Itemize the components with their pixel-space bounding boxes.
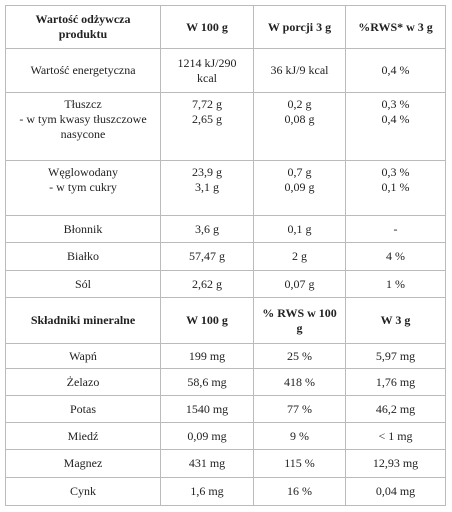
table-row: Miedź 0,09 mg 9 % < 1 mg xyxy=(5,422,446,450)
table-row: Wapń 199 mg 25 % 5,97 mg xyxy=(5,343,446,369)
cell-lines: 0,2 g 0,08 g xyxy=(260,97,339,157)
table-cell: %RWS* w 3 g xyxy=(345,5,446,49)
table-cell: 1,76 mg xyxy=(345,368,446,396)
table-cell: 0,3 % 0,4 % xyxy=(345,92,446,161)
table-cell: 0,07 g xyxy=(253,270,346,298)
table-cell: 25 % xyxy=(253,343,346,369)
table-cell: Wartość odżywcza produktu xyxy=(5,5,161,49)
table-cell: 1540 mg xyxy=(160,395,254,423)
cell-lines: 0,3 % 0,1 % xyxy=(352,165,439,212)
cell-line: 0,4 % xyxy=(381,111,410,126)
table-cell: 0,09 mg xyxy=(160,422,254,450)
table-cell: 5,97 mg xyxy=(345,343,446,369)
table-cell: - xyxy=(345,215,446,243)
table-cell: 9 % xyxy=(253,422,346,450)
table-cell: Miedź xyxy=(5,422,161,450)
table-cell: Tłuszcz - w tym kwasy tłuszczowe nasycone xyxy=(5,92,161,161)
table-row: Cynk 1,6 mg 16 % 0,04 mg xyxy=(5,477,446,506)
table-row: Węglowodany - w tym cukry 23,9 g 3,1 g 0,7 g… xyxy=(5,160,446,216)
table-row: Wartość energetyczna 1214 kJ/290 kcal 36 k… xyxy=(5,48,446,93)
cell-line: 0,3 % xyxy=(381,164,410,179)
table-cell: Magnez xyxy=(5,449,161,478)
table-cell: 7,72 g 2,65 g xyxy=(160,92,254,161)
table-cell: Wartość energetyczna xyxy=(5,48,161,93)
table-cell: 431 mg xyxy=(160,449,254,478)
cell-line: 7,72 g xyxy=(192,96,222,111)
table-cell: < 1 mg xyxy=(345,422,446,450)
cell-line: 0,1 % xyxy=(381,179,410,194)
cell-line: Tłuszcz xyxy=(64,96,102,111)
table-row: Błonnik 3,6 g 0,1 g- xyxy=(5,215,446,243)
table-cell: 0,04 mg xyxy=(345,477,446,506)
table-cell: 0,4 % xyxy=(345,48,446,93)
cell-lines: Węglowodany - w tym cukry xyxy=(12,165,154,212)
table-cell: 1,6 mg xyxy=(160,477,254,506)
table-cell: 36 kJ/9 kcal xyxy=(253,48,346,93)
table-cell: W 100 g xyxy=(160,5,254,49)
table-cell: Wapń xyxy=(5,343,161,369)
cell-line: - w tym cukry xyxy=(49,179,117,194)
cell-lines: 0,3 % 0,4 % xyxy=(352,97,439,157)
cell-line: 0,7 g xyxy=(287,164,312,179)
cell-line: 3,1 g xyxy=(195,179,219,194)
cell-line: 0,3 % xyxy=(381,96,410,111)
table-cell: Żelazo xyxy=(5,368,161,396)
table-cell: 16 % xyxy=(253,477,346,506)
table-cell: 57,47 g xyxy=(160,242,254,271)
table-cell: 2,62 g xyxy=(160,270,254,298)
table-cell: Składniki mineralne xyxy=(5,297,161,344)
cell-line: Węglowodany xyxy=(48,164,118,179)
table-row: Żelazo 58,6 mg 418 % 1,76 mg xyxy=(5,368,446,396)
table-cell: Potas xyxy=(5,395,161,423)
cell-line: 23,9 g xyxy=(192,164,222,179)
cell-line: 0,08 g xyxy=(284,111,315,126)
table-cell: Cynk xyxy=(5,477,161,506)
table-cell: Sól xyxy=(5,270,161,298)
table-row: Magnez 431 mg 115 % 12,93 mg xyxy=(5,449,446,478)
cell-lines: 23,9 g 3,1 g xyxy=(167,165,247,212)
table-cell: 58,6 mg xyxy=(160,368,254,396)
table-cell: 418 % xyxy=(253,368,346,396)
table-row: Potas 1540 mg 77 % 46,2 mg xyxy=(5,395,446,423)
table-cell: 0,7 g 0,09 g xyxy=(253,160,346,216)
cell-lines: 7,72 g 2,65 g xyxy=(167,97,247,157)
cell-line: 0,09 g xyxy=(284,179,315,194)
table-row: Tłuszcz - w tym kwasy tłuszczowe nasycone… xyxy=(5,92,446,161)
cell-line: 0,2 g xyxy=(287,96,312,111)
table-cell: 23,9 g 3,1 g xyxy=(160,160,254,216)
table-cell: 0,3 % 0,1 % xyxy=(345,160,446,216)
cell-line: 2,65 g xyxy=(192,111,222,126)
table-cell: 0,1 g xyxy=(253,215,346,243)
cell-lines: 0,7 g 0,09 g xyxy=(260,165,339,212)
table-cell: % RWS w 100 g xyxy=(253,297,346,344)
cell-line: - w tym kwasy tłuszczowe nasycone xyxy=(19,111,147,141)
table-cell: Węglowodany - w tym cukry xyxy=(5,160,161,216)
table-cell: W 100 g xyxy=(160,297,254,344)
table-cell: 1214 kJ/290 kcal xyxy=(160,48,254,93)
table-cell: 115 % xyxy=(253,449,346,478)
cell-lines: Tłuszcz - w tym kwasy tłuszczowe nasycone xyxy=(12,97,154,157)
table-cell: 199 mg xyxy=(160,343,254,369)
table-cell: 46,2 mg xyxy=(345,395,446,423)
table-cell: 2 g xyxy=(253,242,346,271)
table-cell: Błonnik xyxy=(5,215,161,243)
table-cell: W porcji 3 g xyxy=(253,5,346,49)
table-cell: 3,6 g xyxy=(160,215,254,243)
table-cell: Białko xyxy=(5,242,161,271)
table-cell: 4 % xyxy=(345,242,446,271)
table-cell: 0,2 g 0,08 g xyxy=(253,92,346,161)
table-cell: 77 % xyxy=(253,395,346,423)
table-cell: 1 % xyxy=(345,270,446,298)
table-cell: W 3 g xyxy=(345,297,446,344)
table-cell: 12,93 mg xyxy=(345,449,446,478)
